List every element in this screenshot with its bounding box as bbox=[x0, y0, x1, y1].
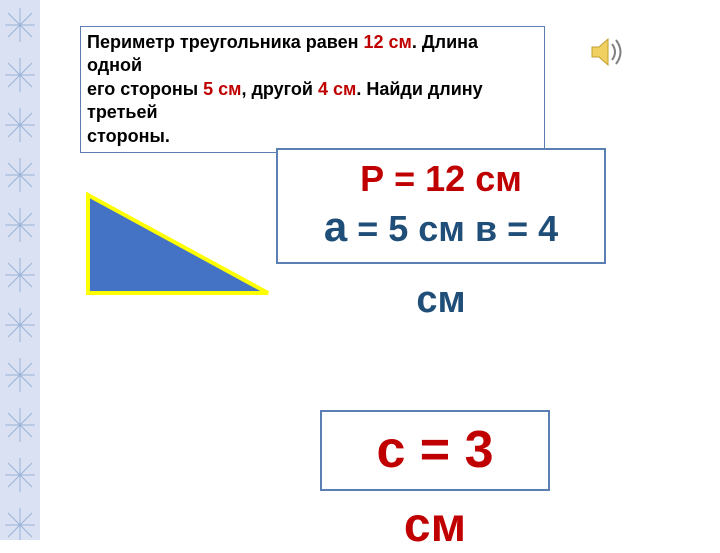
problem-hl-1: 12 см bbox=[364, 32, 412, 52]
a-label: а bbox=[324, 203, 347, 250]
triangle-figure bbox=[78, 185, 278, 305]
result-box: с = 3 bbox=[320, 410, 550, 491]
problem-hl-2: 5 см bbox=[203, 79, 241, 99]
sides-ab-line: а = 5 см в = 4 bbox=[282, 201, 600, 254]
result-cm-overflow: см bbox=[320, 498, 550, 553]
problem-text-4: , другой bbox=[241, 79, 318, 99]
speaker-icon bbox=[588, 34, 624, 70]
cm-overflow-text: см bbox=[276, 279, 606, 322]
perimeter-line: Р = 12 см bbox=[282, 156, 600, 201]
problem-hl-3: 4 см bbox=[318, 79, 356, 99]
decorative-left-border bbox=[0, 0, 40, 540]
problem-text-3: его стороны bbox=[87, 79, 203, 99]
problem-text-6: стороны. bbox=[87, 126, 170, 146]
result-main: с = 3 bbox=[376, 421, 493, 479]
problem-statement: Периметр треугольника равен 12 см. Длина… bbox=[80, 26, 545, 153]
given-data-box: Р = 12 см а = 5 см в = 4 bbox=[276, 148, 606, 264]
ab-rest: = 5 см в = 4 bbox=[347, 208, 558, 249]
problem-text-1: Периметр треугольника равен bbox=[87, 32, 364, 52]
